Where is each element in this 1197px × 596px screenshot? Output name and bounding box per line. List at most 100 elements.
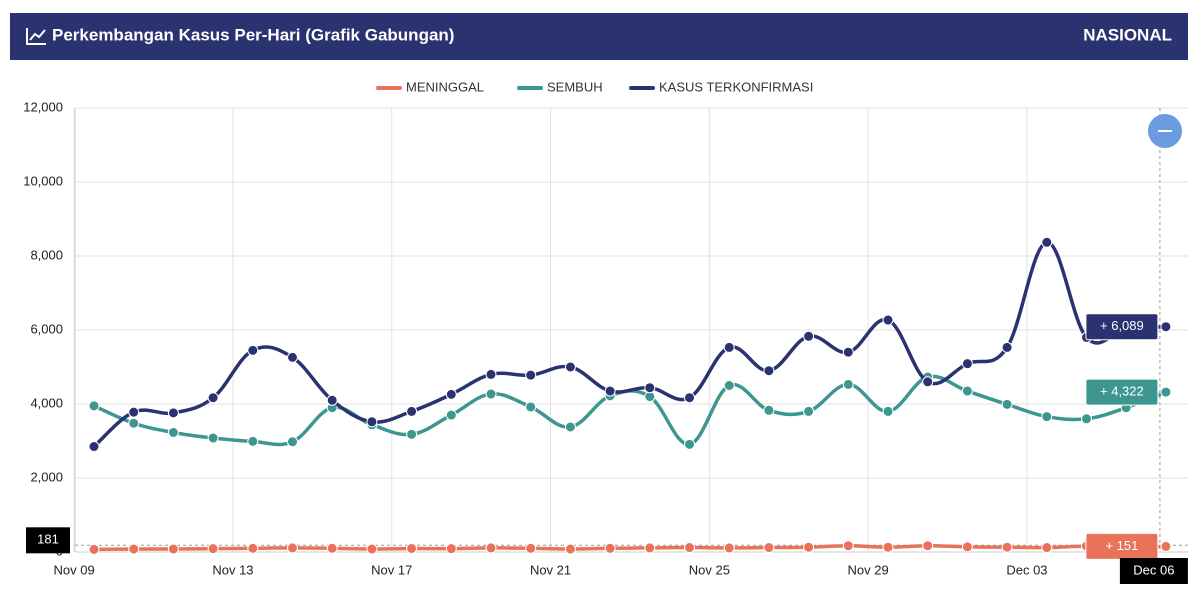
value-label: + 6,089 bbox=[1100, 318, 1144, 333]
crosshair-y-box bbox=[26, 527, 70, 554]
data-point bbox=[287, 351, 298, 363]
x-tick-label: Nov 21 bbox=[530, 562, 571, 577]
series-line bbox=[93, 374, 1167, 447]
data-point bbox=[564, 421, 576, 433]
data-point bbox=[842, 540, 854, 552]
data-point bbox=[882, 541, 894, 553]
header-bar bbox=[10, 13, 1188, 60]
data-point bbox=[88, 543, 100, 555]
data-point bbox=[485, 542, 497, 554]
data-point bbox=[207, 432, 219, 444]
data-point bbox=[366, 543, 378, 555]
data-point bbox=[207, 392, 219, 404]
data-point bbox=[167, 543, 179, 555]
crosshair-x-box bbox=[1119, 558, 1188, 584]
data-point bbox=[406, 542, 418, 554]
data-point bbox=[803, 405, 815, 417]
data-point bbox=[1041, 542, 1053, 554]
data-point bbox=[366, 416, 378, 428]
x-tick-label: Nov 29 bbox=[848, 562, 889, 577]
data-point bbox=[1041, 236, 1053, 248]
zoom-out-button[interactable] bbox=[1148, 114, 1182, 148]
data-point bbox=[763, 365, 775, 377]
data-point bbox=[88, 441, 100, 453]
data-point bbox=[803, 541, 815, 553]
data-point bbox=[485, 368, 497, 380]
value-label: + 151 bbox=[1105, 538, 1138, 553]
legend-label: SEMBUH bbox=[547, 79, 603, 94]
data-point bbox=[525, 369, 537, 381]
data-point bbox=[1001, 341, 1013, 353]
data-point bbox=[247, 435, 259, 447]
data-point bbox=[525, 401, 537, 413]
data-point bbox=[247, 542, 259, 554]
data-point bbox=[207, 543, 219, 555]
y-tick-label: 10,000 bbox=[23, 173, 63, 188]
data-point bbox=[723, 542, 735, 554]
crosshair-x-label: Dec 06 bbox=[1133, 562, 1174, 577]
y-tick-label: 4,000 bbox=[30, 395, 63, 410]
value-label: + 4,322 bbox=[1100, 384, 1144, 399]
data-point bbox=[247, 344, 259, 356]
data-point bbox=[763, 542, 775, 554]
data-point bbox=[525, 542, 537, 554]
data-point bbox=[485, 388, 497, 400]
data-point bbox=[1041, 411, 1053, 423]
data-point bbox=[287, 542, 298, 554]
data-point bbox=[167, 426, 179, 438]
header-region: NASIONAL bbox=[1083, 25, 1172, 44]
data-point bbox=[128, 417, 140, 429]
data-point bbox=[406, 428, 418, 440]
data-point bbox=[803, 330, 815, 342]
y-tick-label: 6,000 bbox=[30, 321, 63, 336]
series-line bbox=[93, 543, 1166, 552]
x-tick-label: Dec 03 bbox=[1006, 562, 1047, 577]
data-point bbox=[684, 392, 695, 404]
data-point bbox=[604, 385, 616, 397]
data-point bbox=[564, 361, 576, 373]
y-tick-label: 8,000 bbox=[30, 247, 63, 262]
data-point bbox=[287, 436, 298, 448]
data-point bbox=[882, 314, 894, 326]
data-point bbox=[842, 346, 854, 358]
data-point bbox=[564, 543, 576, 555]
value-label-box bbox=[1085, 378, 1159, 406]
value-label-box bbox=[1085, 313, 1159, 341]
y-tick-label: 12,000 bbox=[23, 99, 63, 114]
data-point bbox=[961, 358, 973, 370]
data-point bbox=[1160, 386, 1172, 398]
crosshair-y-label: 181 bbox=[37, 532, 59, 547]
data-point bbox=[763, 404, 775, 416]
data-point bbox=[961, 385, 973, 397]
data-point bbox=[128, 406, 140, 418]
data-point bbox=[88, 400, 100, 412]
data-point bbox=[604, 542, 616, 554]
x-tick-label: Nov 17 bbox=[371, 562, 412, 577]
data-point bbox=[644, 382, 656, 394]
data-point bbox=[445, 543, 457, 555]
legend-label: KASUS TERKONFIRMASI bbox=[659, 79, 813, 94]
chart-icon bbox=[26, 28, 46, 45]
data-point bbox=[1081, 413, 1092, 425]
x-tick-label: Nov 25 bbox=[689, 562, 730, 577]
data-point bbox=[1160, 540, 1172, 552]
x-tick-label: Nov 09 bbox=[54, 562, 95, 577]
data-point bbox=[684, 542, 695, 554]
x-tick-label: Nov 13 bbox=[212, 562, 253, 577]
data-point bbox=[326, 542, 338, 554]
data-point bbox=[922, 540, 934, 552]
header-title: Perkembangan Kasus Per-Hari (Grafik Gabu… bbox=[52, 25, 454, 44]
data-point bbox=[882, 405, 894, 417]
data-point bbox=[723, 341, 735, 353]
data-point bbox=[167, 407, 179, 419]
data-point bbox=[406, 405, 418, 417]
data-point bbox=[922, 376, 934, 388]
data-point bbox=[961, 541, 973, 553]
data-point bbox=[1160, 321, 1172, 333]
legend-label: MENINGGAL bbox=[406, 79, 484, 94]
data-point bbox=[1001, 541, 1013, 553]
data-point bbox=[128, 543, 140, 555]
